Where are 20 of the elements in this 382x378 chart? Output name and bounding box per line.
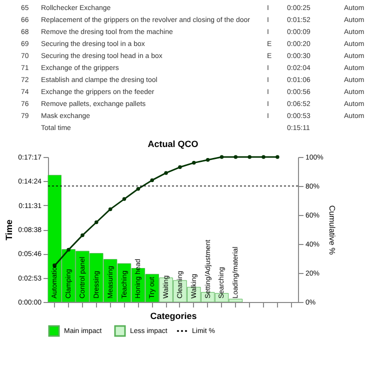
chart-title: Actual QCO: [148, 139, 198, 149]
point: [220, 155, 224, 159]
point: [262, 155, 266, 159]
point: [108, 207, 112, 212]
point: [94, 220, 98, 224]
point: [192, 160, 196, 165]
point: [234, 155, 238, 159]
point: [150, 178, 154, 182]
y-axis-title: Time: [4, 220, 14, 240]
point: [178, 165, 182, 170]
point: [122, 197, 126, 201]
point: [248, 155, 252, 159]
point: [136, 187, 140, 191]
point: [80, 233, 84, 238]
y2-axis-title: Cumulative %: [327, 205, 336, 255]
point: [66, 248, 70, 252]
point: [206, 158, 210, 162]
point: [164, 171, 168, 175]
x-axis-title: Categories: [150, 311, 197, 321]
point: [276, 155, 280, 159]
